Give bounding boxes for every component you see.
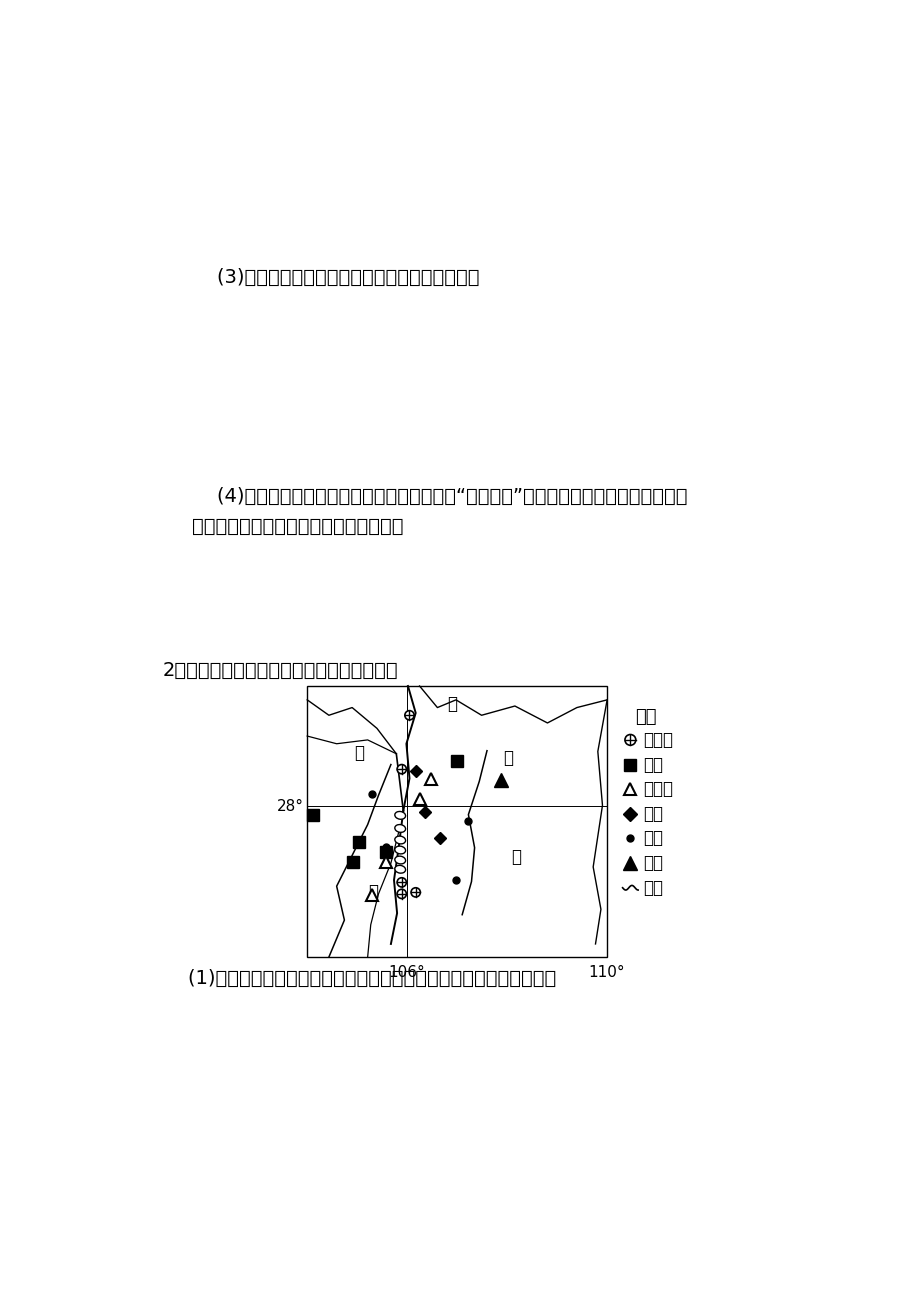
Text: 磷矿: 磷矿	[642, 805, 662, 823]
Circle shape	[397, 889, 406, 898]
Text: 2．读甲河流域图，结合所学知识回答问题。: 2．读甲河流域图，结合所学知识回答问题。	[163, 660, 398, 680]
Text: 28°: 28°	[277, 798, 304, 814]
Text: 议活动。请分析当地居民这样做的理由。: 议活动。请分析当地居民这样做的理由。	[192, 517, 403, 535]
Text: 景点: 景点	[642, 829, 662, 848]
Circle shape	[411, 888, 420, 897]
Circle shape	[397, 878, 406, 887]
Text: 106°: 106°	[389, 965, 425, 979]
Text: 长: 长	[354, 743, 364, 762]
Text: (4)伊塑克湖州的居民对吉尔吉斯斯坦政府的“黄金战略”提出质疑，并组织了一系列的抜: (4)伊塑克湖州的居民对吉尔吉斯斯坦政府的“黄金战略”提出质疑，并组织了一系列的…	[192, 487, 687, 506]
Text: 图例: 图例	[634, 707, 656, 725]
Text: 甲: 甲	[503, 749, 513, 767]
Circle shape	[397, 764, 406, 773]
Text: 丙: 丙	[368, 883, 378, 901]
Circle shape	[404, 711, 414, 720]
Text: 乙: 乙	[511, 849, 521, 866]
Ellipse shape	[394, 846, 405, 854]
Ellipse shape	[394, 811, 405, 819]
Ellipse shape	[394, 866, 405, 874]
Text: 煤矿: 煤矿	[642, 755, 662, 773]
Text: (1)简述甲河流域发展有色冶金工业的自然区位优势及应注意的问题。: (1)简述甲河流域发展有色冶金工业的自然区位优势及应注意的问题。	[163, 970, 556, 988]
Text: 河流: 河流	[642, 879, 662, 897]
Text: 铝土矿: 铝土矿	[642, 780, 672, 798]
Circle shape	[624, 734, 635, 745]
Text: (3)分析伊塑克湖东岐附近夏季多发洪灾的原因。: (3)分析伊塑克湖东岐附近夏季多发洪灾的原因。	[192, 268, 480, 286]
Text: 山峰: 山峰	[642, 854, 662, 872]
Ellipse shape	[394, 824, 405, 832]
Ellipse shape	[394, 836, 405, 844]
Ellipse shape	[394, 857, 405, 865]
Bar	[307, 686, 607, 957]
Text: 水电站: 水电站	[642, 730, 672, 749]
Text: 110°: 110°	[588, 965, 625, 979]
Text: 江: 江	[447, 695, 457, 713]
